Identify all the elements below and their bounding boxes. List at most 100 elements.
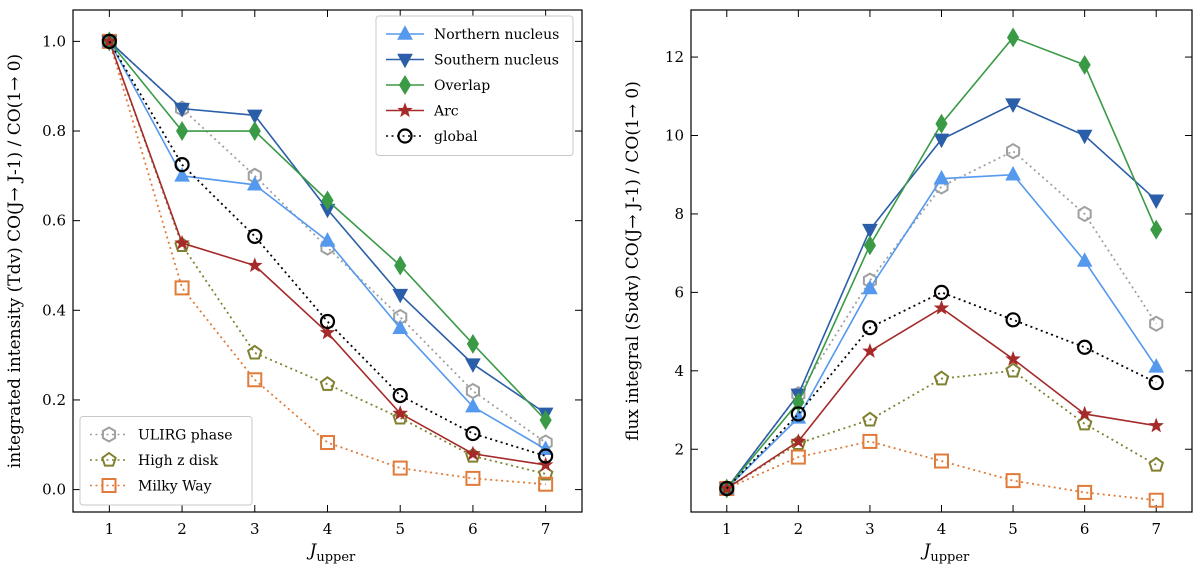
point-milky-way — [465, 470, 481, 486]
x-tick-label: 3 — [865, 520, 875, 538]
point-northern-nucleus — [1076, 252, 1093, 267]
legend-box — [79, 416, 253, 506]
y-tick-label: 0.6 — [42, 212, 66, 230]
x-tick-label: 7 — [541, 520, 551, 538]
point-global — [1077, 339, 1093, 355]
series-overlap — [720, 27, 1163, 499]
point-high-z-disk — [319, 376, 336, 391]
point-southern-nucleus — [174, 102, 190, 118]
y-tick-label: 10 — [665, 127, 684, 145]
x-tick-label: 6 — [1080, 520, 1090, 538]
x-tick-label: 4 — [323, 520, 333, 538]
point-high-z-disk — [465, 447, 481, 463]
legend-high-z-disk-label: High z disk — [138, 453, 219, 469]
y-tick-label: 0.2 — [42, 391, 66, 409]
point-overlap — [863, 235, 877, 256]
y-axis-label: integrated intensity (Tdv) CO(J→ J-1) / … — [5, 54, 25, 468]
point-arc — [174, 234, 190, 250]
point-milky-way — [862, 433, 878, 449]
y-tick-label: 0.4 — [42, 301, 66, 319]
x-tick-label: 1 — [722, 520, 732, 538]
point-southern-nucleus — [1076, 129, 1093, 145]
series-ulirg-phase-line — [726, 150, 1157, 490]
y-tick-label: 12 — [665, 48, 684, 66]
point-high-z-disk — [246, 344, 263, 360]
series-arc — [719, 299, 1164, 496]
x-tick-label: 7 — [1151, 520, 1161, 538]
series-southern-nucleus-line — [726, 103, 1157, 489]
y-tick-label: 1.0 — [42, 32, 66, 50]
point-high-z-disk — [392, 409, 409, 425]
point-global — [862, 320, 878, 336]
point-global — [392, 387, 408, 404]
left-panel: 1 2 3 4 5 6 7 0.0 0.2 0.4 0.6 0.8 1.0 Jupper integrate… — [5, 9, 583, 565]
point-arc — [862, 343, 878, 358]
legend-southern-nucleus-label: Southern nucleus — [434, 53, 559, 69]
point-arc — [319, 324, 336, 340]
point-northern-nucleus — [1148, 358, 1165, 373]
y-axis-label: flux integral (Sνdv) CO(J→ J-1) / CO(1→ … — [623, 81, 643, 441]
y-tick-label: 2 — [674, 440, 684, 458]
point-milky-way — [1148, 492, 1164, 508]
point-arc — [392, 405, 408, 421]
legend-global-marker — [397, 128, 413, 144]
point-arc — [790, 433, 807, 449]
point-southern-nucleus — [933, 133, 950, 149]
series-milky-way — [101, 33, 554, 492]
point-arc — [933, 299, 950, 315]
x-tick-label: 6 — [468, 520, 478, 538]
series-ulirg-phase — [719, 143, 1164, 497]
point-overlap — [1150, 219, 1163, 240]
point-milky-way — [1005, 473, 1021, 489]
legend-ulirg-phase-marker — [101, 426, 117, 443]
y-tick-label: 6 — [674, 283, 684, 301]
x-axis-label: Jupper — [307, 541, 357, 565]
point-overlap — [175, 121, 189, 141]
point-high-z-disk — [1148, 456, 1165, 472]
point-northern-nucleus — [1005, 165, 1021, 181]
y-tick-label: 8 — [674, 205, 684, 223]
point-global — [247, 228, 263, 244]
point-southern-nucleus — [1005, 98, 1021, 113]
point-milky-way — [174, 280, 190, 296]
point-northern-nucleus — [862, 279, 878, 295]
legend-milky-way-label: Milky Way — [138, 479, 212, 495]
legend-global-label: global — [434, 129, 478, 145]
legend-upper-right: Northern nucleus Southern nucleus Overlap A… — [375, 15, 574, 156]
point-arc — [1005, 350, 1021, 366]
point-global — [465, 425, 481, 442]
point-global — [174, 157, 190, 173]
point-high-z-disk — [174, 237, 190, 252]
point-overlap — [792, 392, 805, 413]
point-global — [1005, 312, 1021, 328]
point-southern-nucleus — [246, 109, 263, 125]
point-southern-nucleus — [862, 223, 878, 239]
point-high-z-disk — [1076, 415, 1093, 431]
point-ulirg-phase — [1149, 315, 1164, 332]
point-overlap — [321, 190, 334, 211]
point-northern-nucleus — [174, 167, 190, 182]
series-milky-way-line — [726, 440, 1157, 502]
x-tick-label: 5 — [1008, 520, 1018, 538]
point-milky-way — [247, 372, 263, 388]
series-global — [719, 284, 1164, 497]
x-tick-label: 3 — [250, 520, 260, 538]
point-global — [933, 284, 950, 300]
legend-arc-marker — [397, 102, 413, 118]
point-overlap — [466, 333, 480, 354]
x-tick-label: 2 — [177, 520, 187, 538]
point-southern-nucleus — [1148, 194, 1165, 209]
point-ulirg-phase — [1006, 143, 1021, 160]
x-tick-label: 2 — [794, 520, 804, 538]
point-overlap — [248, 121, 261, 141]
series-global-line — [108, 40, 546, 457]
point-milky-way — [790, 449, 806, 465]
series-southern-nucleus — [718, 98, 1165, 498]
point-milky-way — [392, 460, 408, 476]
point-arc — [1076, 405, 1093, 421]
x-tick-label: 5 — [395, 520, 405, 538]
x-tick-label: 1 — [105, 520, 115, 538]
point-northern-nucleus — [246, 176, 263, 191]
point-overlap — [394, 255, 407, 276]
y-tick-label: 0.8 — [42, 122, 66, 140]
